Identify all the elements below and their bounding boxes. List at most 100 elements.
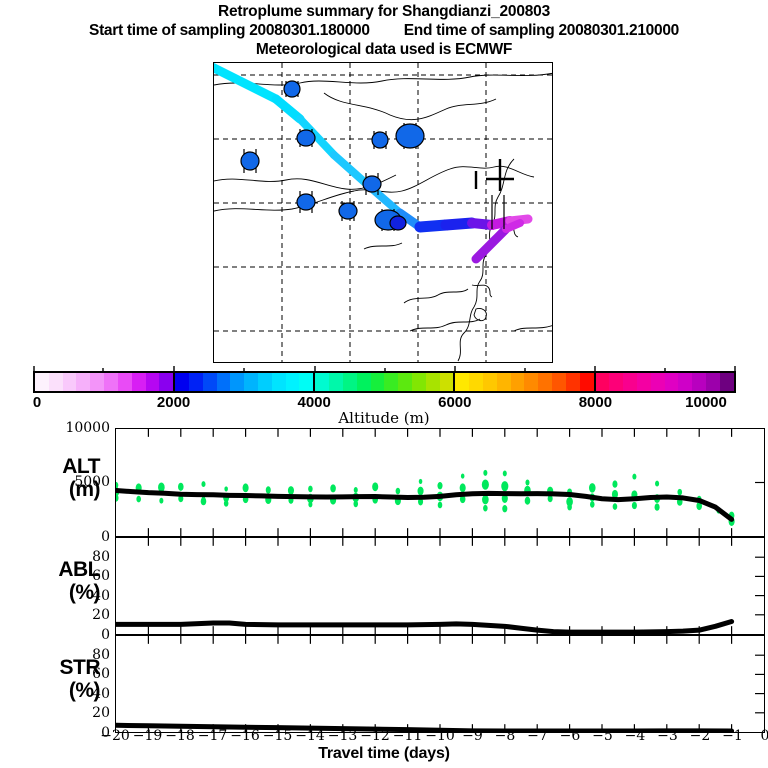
colorbar-swatch bbox=[623, 373, 637, 391]
x-axis-title: Travel time (days) bbox=[318, 745, 450, 762]
colorbar-block-separator bbox=[453, 373, 456, 391]
colorbar-tick-label: 6000 bbox=[438, 394, 472, 411]
series-line bbox=[116, 622, 732, 633]
x-tick-label: −18 bbox=[165, 728, 195, 744]
colorbar-swatch bbox=[258, 373, 272, 391]
x-tick-label: −7 bbox=[527, 728, 548, 744]
panel-ytickmarks bbox=[755, 556, 764, 616]
abl-ytick-label: 0 bbox=[101, 627, 110, 643]
colorbar-swatch bbox=[370, 373, 385, 391]
colorbar-swatch bbox=[145, 373, 160, 391]
colorbar-swatch bbox=[384, 373, 399, 391]
x-tick-label: −13 bbox=[327, 728, 358, 744]
colorbar-swatch bbox=[188, 373, 203, 391]
str-ytick-label: 40 bbox=[92, 685, 110, 702]
page-title: Retroplume summary for Shangdianzi_20080… bbox=[217, 3, 551, 20]
panel-ytickmarks bbox=[755, 654, 764, 714]
colorbar-swatch bbox=[48, 373, 63, 391]
x-tick-label: 0 bbox=[760, 728, 768, 744]
colorbar-swatch bbox=[315, 373, 330, 391]
colorbar-swatch bbox=[510, 373, 525, 391]
abl-ytick-label: 60 bbox=[92, 568, 110, 585]
trajectory-path bbox=[214, 63, 533, 264]
x-tick-label: −17 bbox=[197, 728, 228, 744]
colorbar-swatch bbox=[299, 373, 314, 391]
abl-ytick-label: 40 bbox=[92, 587, 110, 604]
colorbar-block-separator bbox=[173, 373, 176, 391]
colorbar-ticks bbox=[33, 362, 736, 375]
colorbar-swatch bbox=[398, 373, 412, 391]
colorbar-swatch bbox=[175, 373, 189, 391]
abl-panel[interactable] bbox=[115, 537, 765, 635]
x-tick-label: −9 bbox=[462, 728, 483, 744]
x-tick-label: −6 bbox=[559, 728, 581, 744]
str-plot bbox=[116, 636, 764, 732]
colorbar-swatch bbox=[425, 373, 440, 391]
str-panel[interactable] bbox=[115, 635, 765, 733]
series-line bbox=[116, 491, 732, 520]
alt-axis-label: ALT (m) bbox=[62, 455, 100, 501]
colorbar-tick-label: 0 bbox=[32, 394, 42, 411]
colorbar-swatch bbox=[538, 373, 553, 391]
x-tick-label: −11 bbox=[392, 728, 423, 744]
colorbar-swatch bbox=[595, 373, 610, 391]
x-tick-label: −10 bbox=[425, 728, 455, 744]
colorbar-swatch bbox=[35, 373, 49, 391]
colorbar-swatch bbox=[636, 373, 651, 391]
x-tick-label: −8 bbox=[494, 728, 516, 744]
colorbar-swatch bbox=[76, 373, 91, 391]
alt-plot bbox=[116, 429, 764, 536]
x-tick-label: −5 bbox=[592, 728, 613, 744]
colorbar-swatch bbox=[552, 373, 566, 391]
altitude-colorbar[interactable] bbox=[33, 371, 736, 393]
colorbar-swatch bbox=[719, 373, 734, 391]
colorbar-swatch bbox=[565, 373, 580, 391]
map-canvas bbox=[214, 63, 552, 362]
colorbar-swatch bbox=[650, 373, 665, 391]
colorbar-swatch bbox=[483, 373, 497, 391]
colorbar-title: Altitude (m) bbox=[338, 409, 430, 427]
colorbar-tick-labels: 0 2000 4000 6000 8000 10000 bbox=[0, 394, 768, 412]
colorbar-tick-label: 2000 bbox=[156, 394, 191, 411]
colorbar-swatch bbox=[216, 373, 231, 391]
alt-panel[interactable] bbox=[115, 428, 765, 537]
colorbar-swatch bbox=[117, 373, 132, 391]
x-tick-label: −3 bbox=[657, 728, 678, 744]
colorbar-swatch bbox=[90, 373, 105, 391]
colorbar-swatch bbox=[104, 373, 118, 391]
x-tick-label: −20 bbox=[100, 728, 130, 744]
colorbar-swatch bbox=[496, 373, 511, 391]
colorbar-swatch bbox=[455, 373, 470, 391]
retroplume-map[interactable] bbox=[213, 62, 553, 363]
colorbar-swatch bbox=[271, 373, 286, 391]
abl-plot bbox=[116, 538, 764, 634]
colorbar-block-separator bbox=[313, 373, 316, 391]
panel-tickmarks bbox=[147, 636, 733, 732]
colorbar-swatch bbox=[356, 373, 371, 391]
str-axis-label: STR (%) bbox=[59, 656, 101, 702]
x-tick-label: −16 bbox=[230, 728, 260, 744]
colorbar-swatch bbox=[411, 373, 426, 391]
x-tick-label: −14 bbox=[295, 728, 325, 744]
str-ytick-label: 80 bbox=[92, 646, 110, 663]
colorbar-swatch bbox=[159, 373, 174, 391]
colorbar-swatch bbox=[692, 373, 706, 391]
colorbar-swatch bbox=[285, 373, 300, 391]
colorbar-swatch bbox=[664, 373, 679, 391]
x-tick-label: −2 bbox=[689, 728, 711, 744]
str-ytick-label: 60 bbox=[92, 666, 110, 683]
colorbar-swatch bbox=[524, 373, 539, 391]
colorbar-swatch bbox=[439, 373, 454, 391]
end-time-label: End time of sampling 20080301.210000 bbox=[403, 22, 680, 39]
colorbar-swatch bbox=[62, 373, 77, 391]
abl-ytick-label: 80 bbox=[92, 548, 110, 565]
colorbar-swatch bbox=[342, 373, 357, 391]
title-block: Retroplume summary for Shangdianzi_20080… bbox=[0, 2, 768, 59]
panel-tickmarks bbox=[147, 429, 733, 536]
start-time-label: Start time of sampling 20080301.180000 bbox=[89, 22, 370, 39]
colorbar-swatch bbox=[469, 373, 483, 391]
colorbar-swatch bbox=[678, 373, 693, 391]
met-data-label: Meteorological data used is ECMWF bbox=[255, 41, 513, 58]
abl-ytick-label: 20 bbox=[92, 607, 110, 624]
colorbar-swatch bbox=[202, 373, 217, 391]
